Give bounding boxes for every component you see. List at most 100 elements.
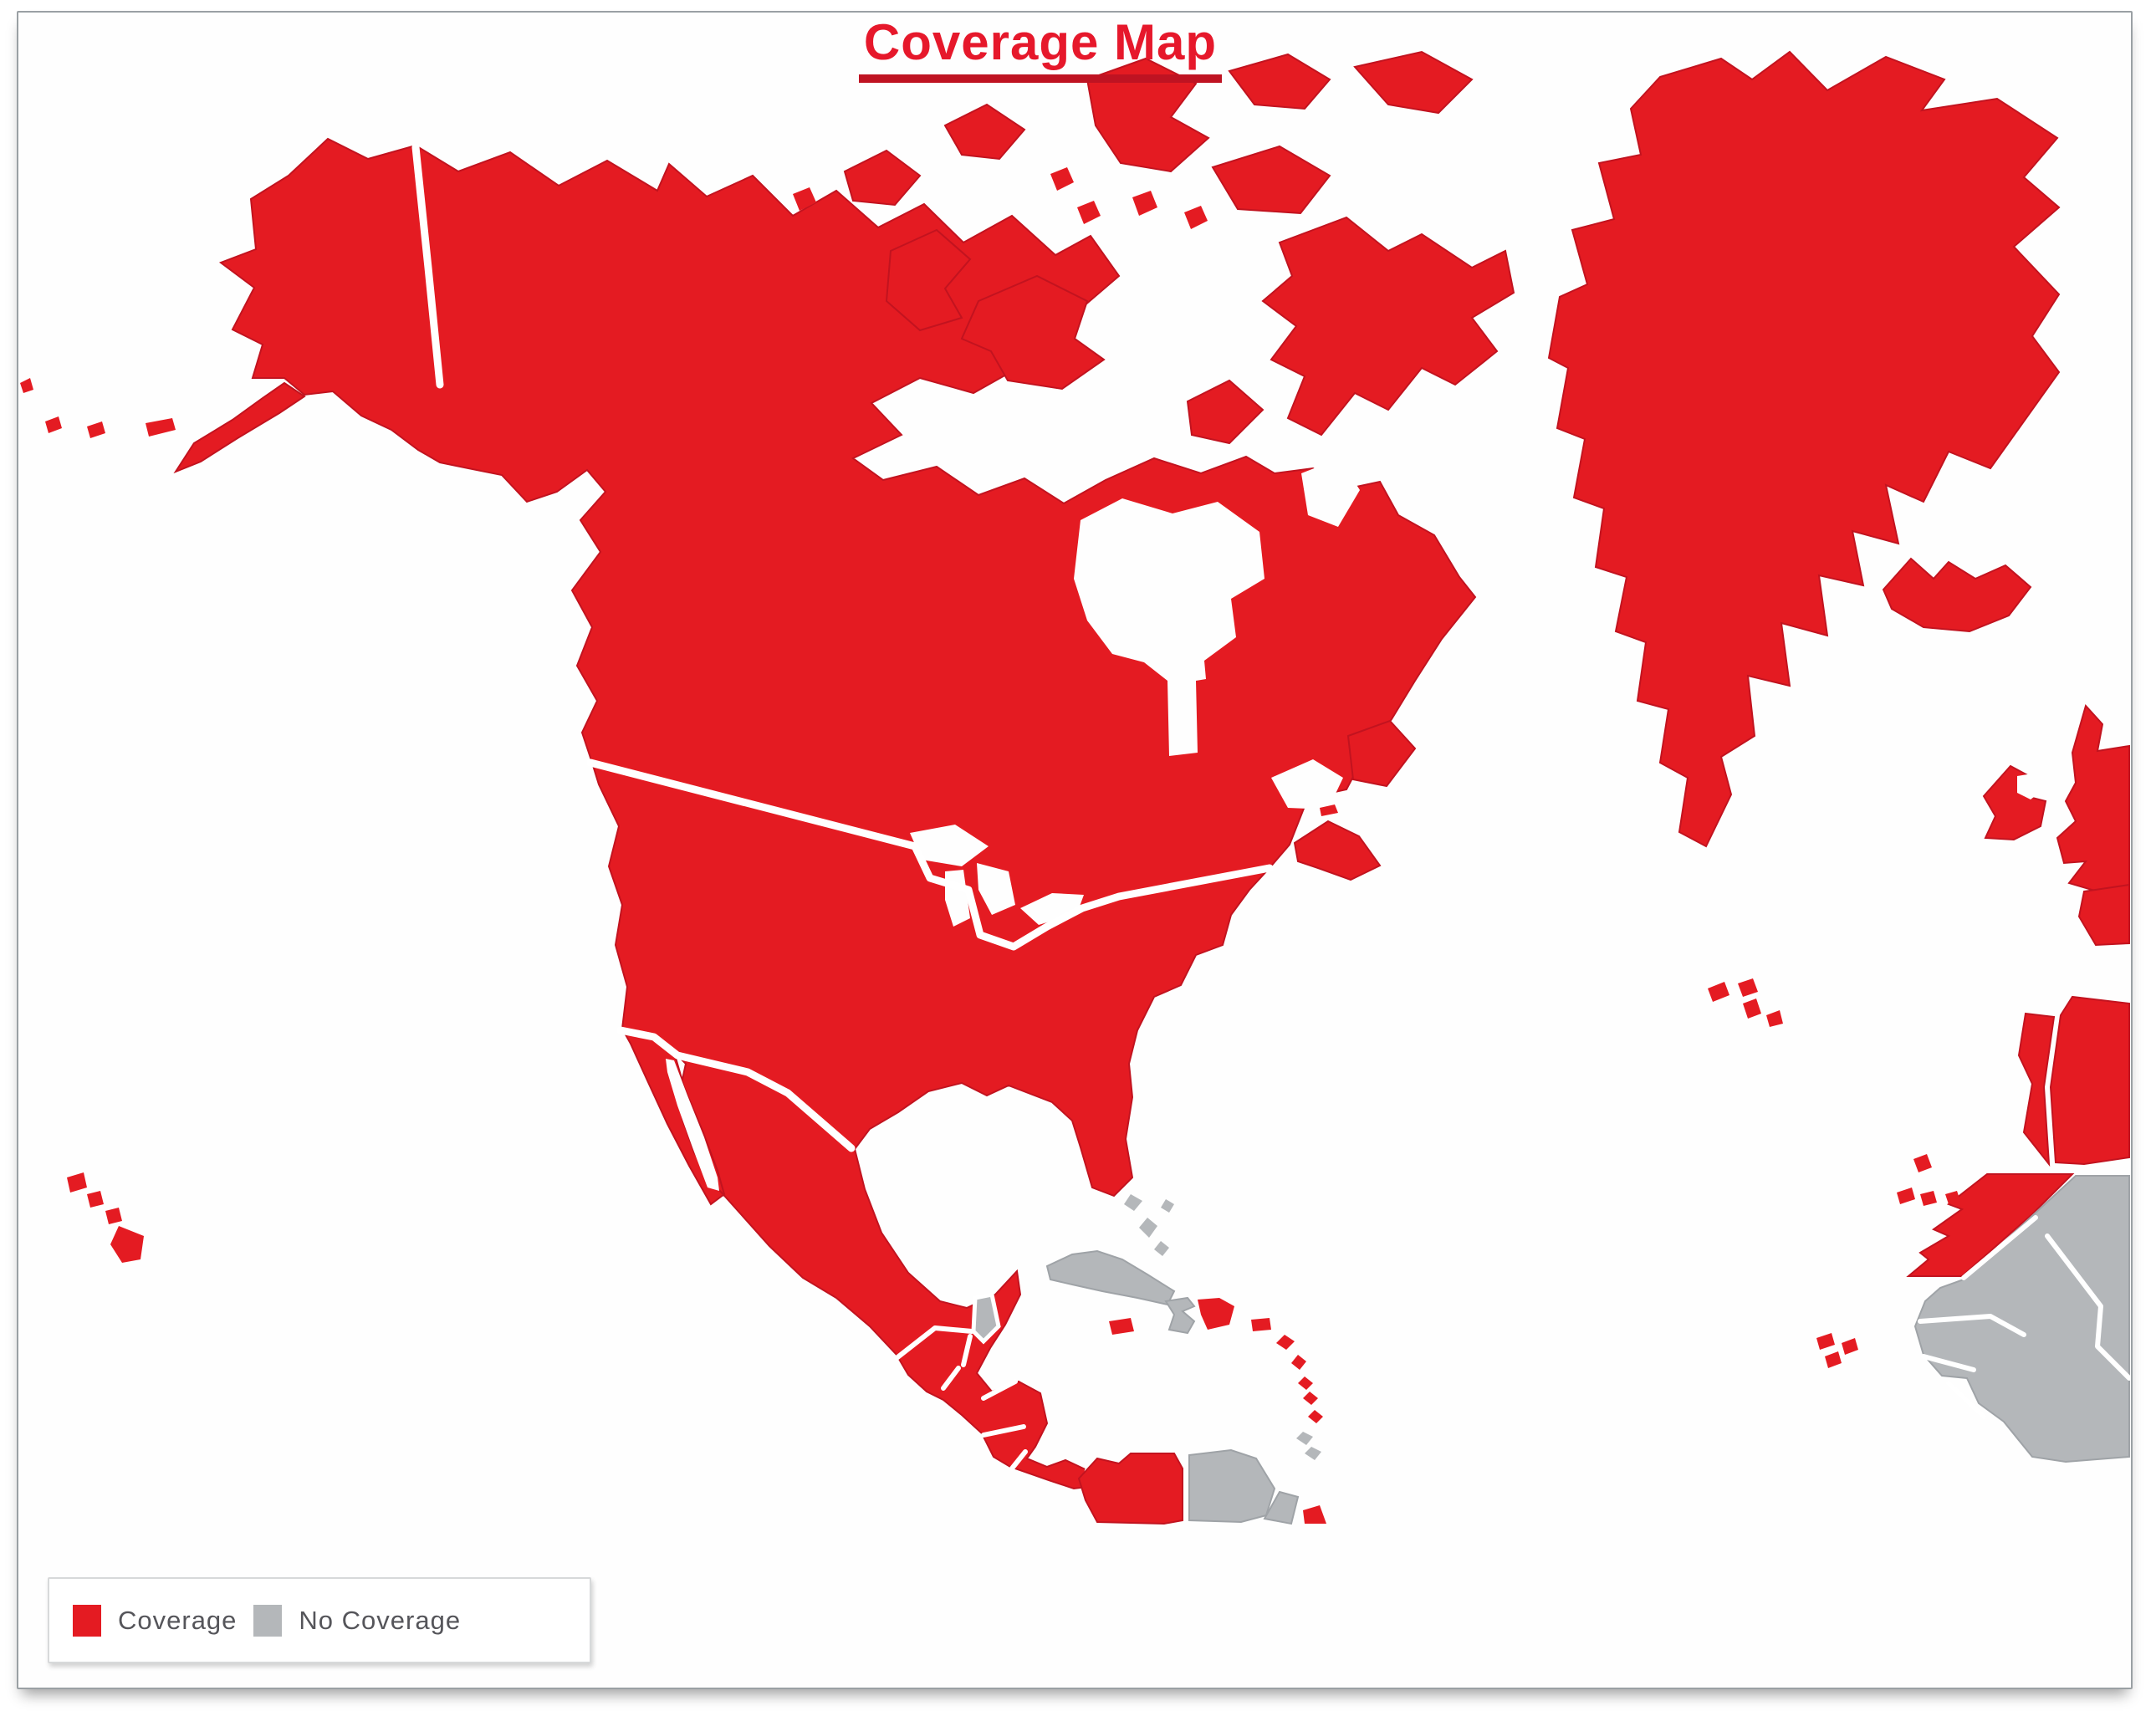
arctic-island-4 (943, 103, 1026, 161)
arctic-island-7 (1353, 50, 1474, 115)
region-europe-africa (1708, 703, 2132, 1463)
arctic-islet-c (1077, 201, 1101, 224)
lake-erie-ontario (1020, 893, 1084, 925)
title-underline: Coverage Map (858, 13, 1223, 83)
banks-island (885, 228, 972, 332)
coverage-legend: Coverage No Coverage (48, 1577, 591, 1663)
canary-1 (1897, 1187, 1915, 1204)
alaska-peninsula (173, 381, 306, 474)
s-antilles-1 (1296, 1432, 1313, 1445)
dominican-republic (1198, 1298, 1234, 1330)
border-guinea (1946, 1381, 1986, 1419)
venezuela (1188, 1448, 1276, 1524)
border-guatemala-honduras (961, 1334, 973, 1367)
lake-superior (910, 825, 989, 866)
cape-verde-3 (1825, 1351, 1842, 1368)
gulf-of-california (666, 1059, 719, 1191)
canary-3 (1945, 1191, 1960, 1204)
border-alaska-canada (411, 143, 444, 389)
north-america-mainland (218, 137, 1477, 1490)
border-honduras-nicaragua (981, 1379, 1018, 1401)
border-nicaragua-costa-rica (981, 1424, 1026, 1438)
belize (971, 1292, 1001, 1345)
no-coverage-swatch (253, 1604, 283, 1637)
arctic-island-6 (1228, 53, 1331, 110)
ungava-bay (1301, 458, 1360, 527)
hawaii-1 (67, 1172, 87, 1193)
spain (2049, 995, 2130, 1166)
ellesmere-island (1086, 57, 1210, 173)
bahamas-1 (1124, 1194, 1142, 1211)
cape-verde-1 (1816, 1333, 1835, 1350)
prince-edward-island (1320, 804, 1338, 816)
border-costa-rica-panama (1009, 1449, 1028, 1471)
jamaica (1109, 1318, 1134, 1335)
bahamas-4 (1161, 1199, 1174, 1213)
country-borders (411, 143, 1274, 1491)
coverage-swatch (73, 1604, 101, 1637)
azores-islands (1708, 978, 1783, 1027)
region-north-america (173, 137, 1477, 1490)
greenland (1547, 50, 2061, 848)
lesser-antilles (1276, 1335, 1323, 1423)
arctic-islet-a (793, 187, 816, 211)
arctic-islet-b (1050, 167, 1074, 191)
no-coverage-label: No Coverage (299, 1605, 462, 1635)
bahamas (1124, 1194, 1174, 1256)
border-honduras-el-salvador (941, 1366, 961, 1391)
region-south-america (1077, 1448, 1326, 1525)
madeira (1913, 1154, 1932, 1172)
portugal (2017, 1012, 2056, 1167)
cape-verde-2 (1842, 1338, 1858, 1355)
border-gambia (1921, 1354, 1976, 1372)
region-pacific-islands (20, 378, 176, 1263)
france-brittany (2077, 883, 2130, 947)
antilles-1 (1276, 1335, 1295, 1350)
hawaii-3 (105, 1208, 122, 1224)
ireland (1982, 764, 2047, 841)
azores-4 (1766, 1010, 1783, 1027)
arctic-island-3 (843, 149, 922, 207)
southern-lesser-antilles (1296, 1432, 1321, 1460)
title-area: Coverage Map (0, 13, 2156, 83)
antilles-2 (1291, 1355, 1306, 1370)
coverage-label: Coverage (118, 1605, 238, 1635)
guyana (1263, 1490, 1300, 1525)
ireland-inlet (2017, 773, 2044, 799)
region-eastern-canada (1293, 719, 1417, 881)
haiti (1164, 1296, 1196, 1335)
cape-verde-islands (1816, 1333, 1858, 1368)
southampton-island (1186, 379, 1264, 445)
aleutian-3 (87, 421, 105, 438)
border-canada-usa (586, 758, 1274, 951)
cuba (1045, 1249, 1176, 1306)
s-antilles-2 (1305, 1447, 1321, 1460)
baffin-island (1261, 216, 1515, 437)
antilles-4 (1303, 1392, 1318, 1405)
antilles-5 (1308, 1410, 1323, 1423)
canary-islands (1897, 1187, 1960, 1206)
aleutian-4 (146, 418, 176, 437)
lake-huron (977, 863, 1015, 915)
azores-3 (1743, 999, 1761, 1019)
aleutian-1 (20, 378, 33, 393)
arctic-islet-d (1132, 191, 1157, 216)
region-caribbean (1045, 1194, 1323, 1460)
border-usa-mexico (616, 1026, 856, 1152)
canary-2 (1920, 1191, 1937, 1206)
region-arctic-islands (793, 50, 1515, 445)
devon-island (1211, 145, 1331, 215)
bahamas-2 (1139, 1218, 1157, 1238)
iceland (1882, 557, 2032, 633)
arctic-islet-e (1184, 206, 1208, 229)
hawaii-2 (87, 1191, 104, 1208)
hawaii-big-island (110, 1226, 144, 1263)
hawaii (67, 1172, 144, 1263)
border-mexico-guatemala (894, 1325, 974, 1361)
azores-2 (1738, 978, 1758, 997)
aleutian-2 (45, 416, 62, 433)
suriname (1303, 1505, 1326, 1524)
colombia (1077, 1453, 1183, 1525)
united-kingdom (2056, 703, 2130, 893)
